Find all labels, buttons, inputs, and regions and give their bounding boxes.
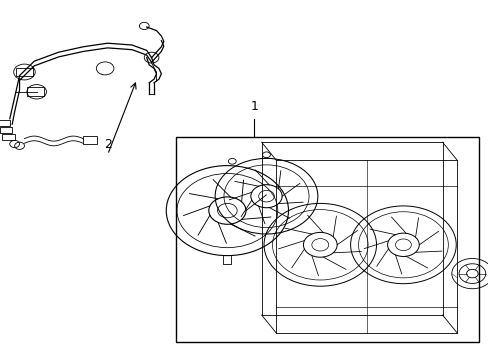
Bar	[0, 120, 10, 126]
Bar	[0, 127, 12, 133]
Bar	[83, 136, 97, 144]
Bar	[176, 137, 478, 342]
Bar	[16, 68, 33, 76]
Bar	[2, 134, 15, 140]
Bar	[27, 87, 44, 96]
Text: 1: 1	[250, 100, 258, 113]
Text: 2: 2	[103, 138, 111, 150]
